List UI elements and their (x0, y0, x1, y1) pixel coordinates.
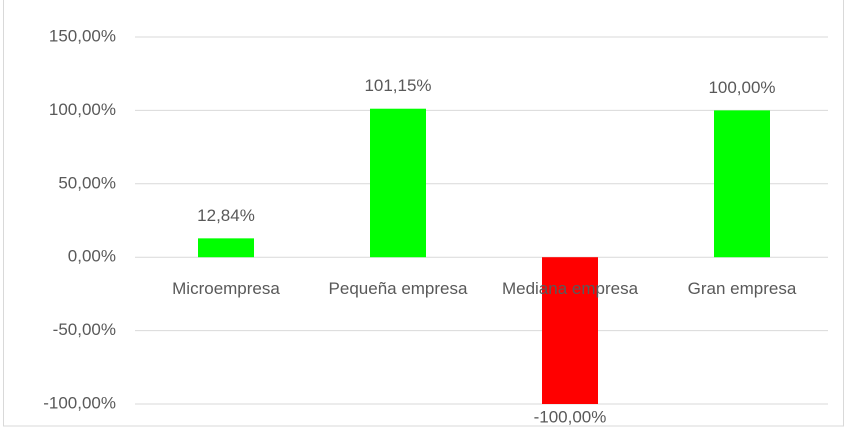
x-tick-label: Pequeña empresa (328, 279, 468, 299)
y-tick-label: 100,00% (49, 100, 116, 119)
x-tick-label: Microempresa (172, 279, 280, 299)
bar (714, 110, 770, 258)
bar (542, 257, 598, 404)
bar (370, 108, 426, 258)
value-label: 100,00% (708, 78, 775, 97)
y-tick-label: 0,00% (68, 247, 116, 266)
x-tick-label: Mediana empresa (501, 279, 639, 299)
value-label: -100,00% (534, 407, 607, 426)
y-tick-label: 150,00% (49, 26, 116, 45)
chart-border (3, 0, 844, 427)
x-tick-label: Gran empresa (687, 279, 797, 299)
value-label: 12,84% (197, 206, 255, 225)
y-tick-label: 50,00% (58, 173, 116, 192)
y-tick-label: -50,00% (53, 320, 116, 339)
value-label: 101,15% (364, 76, 431, 95)
bar (198, 238, 254, 258)
y-tick-label: -100,00% (43, 393, 116, 412)
